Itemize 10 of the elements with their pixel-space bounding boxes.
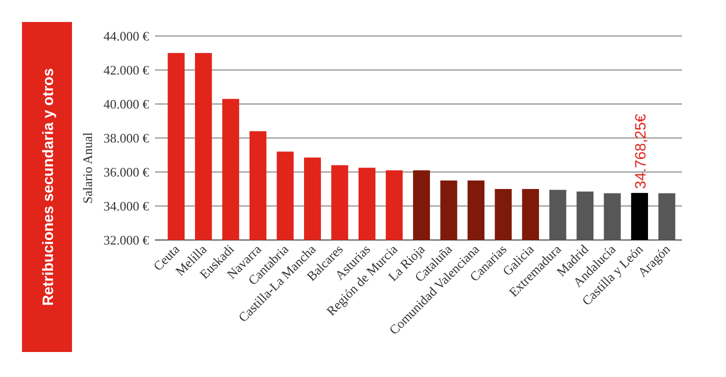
text: Retribuciones secundaria y otros: [40, 68, 57, 306]
y-tick-label: 32.000 €: [104, 232, 150, 248]
y-tick-label: 42.000 €: [104, 62, 150, 78]
y-tick-label: 40.000 €: [104, 96, 150, 112]
y-tick-label: 44.000 €: [104, 28, 150, 44]
y-tick-label: 34.000 €: [104, 198, 150, 214]
y-tick-label: 38.000 €: [104, 130, 150, 146]
y-axis-title: Salario Anual: [80, 132, 95, 204]
data-label: 34.768,25€: [632, 113, 650, 189]
y-tick-label: 36.000 €: [104, 164, 150, 180]
